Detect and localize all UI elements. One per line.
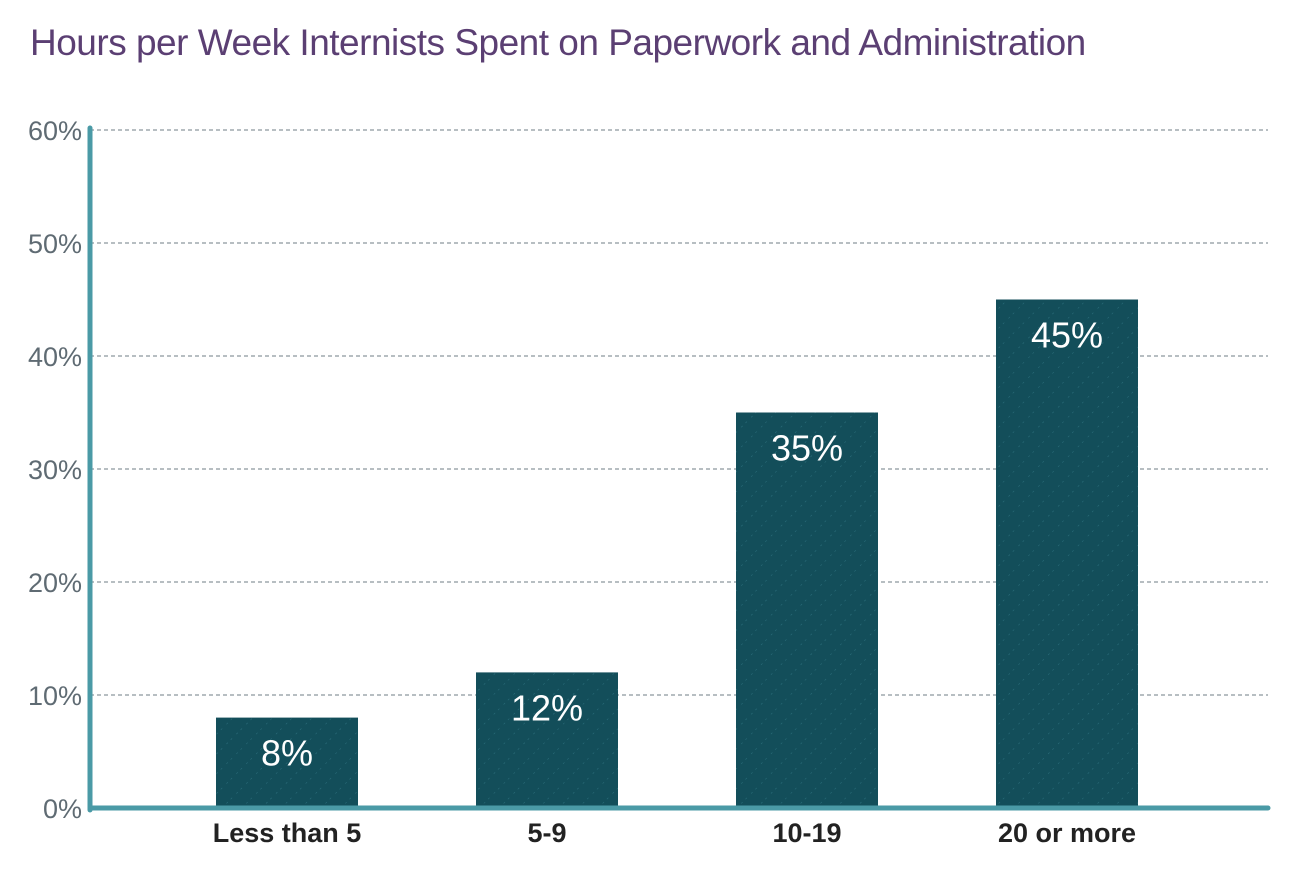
- bar-texture: [216, 717, 358, 808]
- x-axis-labels: Less than 5 5-9 10-19 20 or more: [213, 818, 1136, 848]
- y-tick-label: 10%: [28, 681, 82, 711]
- bar-texture: [736, 412, 878, 808]
- bar-value-label: 8%: [261, 733, 313, 774]
- y-tick-label: 50%: [28, 229, 82, 259]
- x-category-label: 20 or more: [998, 818, 1136, 848]
- axes: [87, 125, 1271, 813]
- bar-value-label: 45%: [1031, 315, 1103, 356]
- y-tick-label: 60%: [28, 116, 82, 146]
- bar-value-label: 35%: [771, 428, 843, 469]
- x-category-label: Less than 5: [213, 818, 362, 848]
- y-axis-ticks: 0% 10% 20% 30% 40% 50% 60%: [28, 116, 82, 824]
- x-category-label: 5-9: [527, 818, 566, 848]
- y-tick-label: 30%: [28, 455, 82, 485]
- bar-texture: [996, 299, 1138, 808]
- bar-texture: [476, 672, 618, 808]
- bars: 8% 12% 35% 45%: [216, 299, 1138, 808]
- bar-value-label: 12%: [511, 687, 583, 728]
- chart-title: Hours per Week Internists Spent on Paper…: [30, 22, 1086, 63]
- y-tick-label: 40%: [28, 342, 82, 372]
- y-tick-label: 20%: [28, 568, 82, 598]
- x-category-label: 10-19: [772, 818, 841, 848]
- y-tick-label: 0%: [43, 794, 82, 824]
- gridlines: [90, 129, 1268, 696]
